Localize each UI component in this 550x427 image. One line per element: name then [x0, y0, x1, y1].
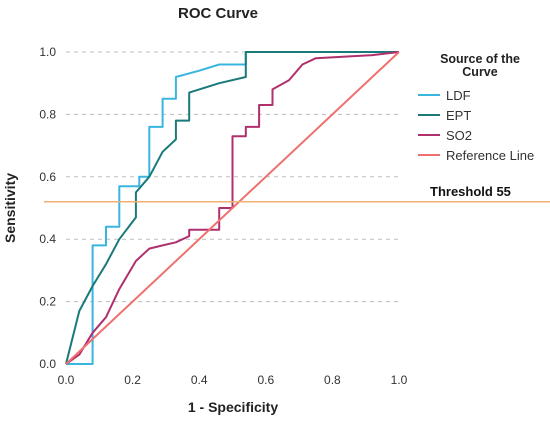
y-tick-label: 0.4: [39, 232, 56, 246]
legend-title: Curve: [462, 65, 497, 79]
x-tick-label: 0.6: [257, 373, 274, 387]
y-tick-label: 0.0: [39, 357, 56, 371]
legend-label: SO2: [446, 128, 472, 143]
y-tick-label: 0.6: [39, 170, 56, 184]
y-axis-label: Sensitivity: [2, 173, 18, 243]
y-tick-label: 0.8: [39, 107, 56, 121]
x-tick-label: 0.8: [324, 373, 341, 387]
legend-label: EPT: [446, 108, 471, 123]
legend-title: Source of the: [440, 52, 520, 66]
x-tick-label: 0.0: [58, 373, 75, 387]
series-line-ldf: [66, 51, 399, 365]
series-layer: [65, 51, 400, 365]
y-tick-label: 0.2: [39, 295, 56, 309]
axis-layer: 0.0 0.2 0.4 0.6 0.8 1.0 0.0 0.2 0.4 0.6 0.8 1.0: [39, 45, 407, 387]
x-axis-label: 1 - Specificity: [188, 399, 278, 415]
legend-label: LDF: [446, 88, 471, 103]
x-tick-label: 0.2: [124, 373, 141, 387]
annotation-layer: Threshold 55: [44, 184, 550, 203]
x-tick-label: 0.4: [191, 373, 208, 387]
series-line-reference-line: [65, 51, 400, 365]
x-tick-label: 1.0: [391, 373, 408, 387]
threshold-label: Threshold 55: [430, 184, 511, 199]
chart-title: ROC Curve: [178, 5, 258, 22]
series-line-so2: [65, 51, 400, 365]
legend-label: Reference Line: [446, 148, 534, 163]
y-tick-label: 1.0: [39, 45, 56, 59]
series-line-ept: [65, 51, 399, 365]
